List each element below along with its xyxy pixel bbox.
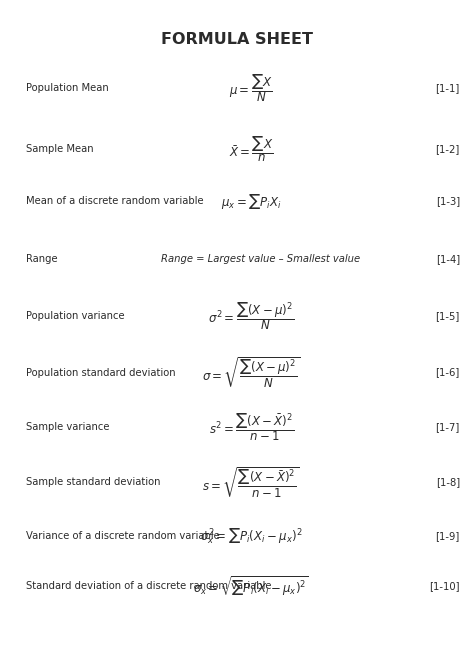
Text: [1-10]: [1-10] [429,582,460,591]
Text: $\bar{X} = \dfrac{\sum X}{n}$: $\bar{X} = \dfrac{\sum X}{n}$ [229,134,273,163]
Text: [1-6]: [1-6] [436,368,460,377]
Text: $\sigma_x^2 = \sum P_i (X_i - \mu_x)^2$: $\sigma_x^2 = \sum P_i (X_i - \mu_x)^2$ [200,526,302,546]
Text: Range = Largest value – Smallest value: Range = Largest value – Smallest value [161,255,360,264]
Text: $\sigma_x = \sqrt{\sum P_i (X_i - \mu_x)^2}$: $\sigma_x = \sqrt{\sum P_i (X_i - \mu_x)… [193,574,309,598]
Text: FORMULA SHEET: FORMULA SHEET [161,32,313,47]
Text: [1-7]: [1-7] [436,423,460,432]
Text: Standard deviation of a discrete random variable: Standard deviation of a discrete random … [26,582,272,591]
Text: Population variance: Population variance [26,312,125,321]
Text: [1-5]: [1-5] [436,312,460,321]
Text: $s = \sqrt{\dfrac{\sum (X-\bar{X})^2}{n-1}}$: $s = \sqrt{\dfrac{\sum (X-\bar{X})^2}{n-… [202,465,300,500]
Text: Variance of a discrete random variable: Variance of a discrete random variable [26,531,220,541]
Text: $\mu = \dfrac{\sum X}{N}$: $\mu = \dfrac{\sum X}{N}$ [229,72,273,105]
Text: [1-3]: [1-3] [436,196,460,206]
Text: $\sigma^2 = \dfrac{\sum (X-\mu)^2}{N}$: $\sigma^2 = \dfrac{\sum (X-\mu)^2}{N}$ [208,300,294,332]
Text: [1-4]: [1-4] [436,255,460,264]
Text: Range: Range [26,255,58,264]
Text: Population standard deviation: Population standard deviation [26,368,176,377]
Text: $\sigma = \sqrt{\dfrac{\sum (X-\mu)^2}{N}}$: $\sigma = \sqrt{\dfrac{\sum (X-\mu)^2}{N… [202,355,301,390]
Text: [1-1]: [1-1] [436,84,460,93]
Text: $s^2 = \dfrac{\sum (X-\bar{X})^2}{n-1}$: $s^2 = \dfrac{\sum (X-\bar{X})^2}{n-1}$ [209,411,294,444]
Text: $\mu_x = \sum P_i X_i$: $\mu_x = \sum P_i X_i$ [221,192,282,210]
Text: [1-2]: [1-2] [436,144,460,153]
Text: Sample Mean: Sample Mean [26,144,94,153]
Text: Population Mean: Population Mean [26,84,109,93]
Text: [1-9]: [1-9] [436,531,460,541]
Text: Mean of a discrete random variable: Mean of a discrete random variable [26,196,204,206]
Text: Sample variance: Sample variance [26,423,109,432]
Text: Sample standard deviation: Sample standard deviation [26,478,161,487]
Text: [1-8]: [1-8] [436,478,460,487]
